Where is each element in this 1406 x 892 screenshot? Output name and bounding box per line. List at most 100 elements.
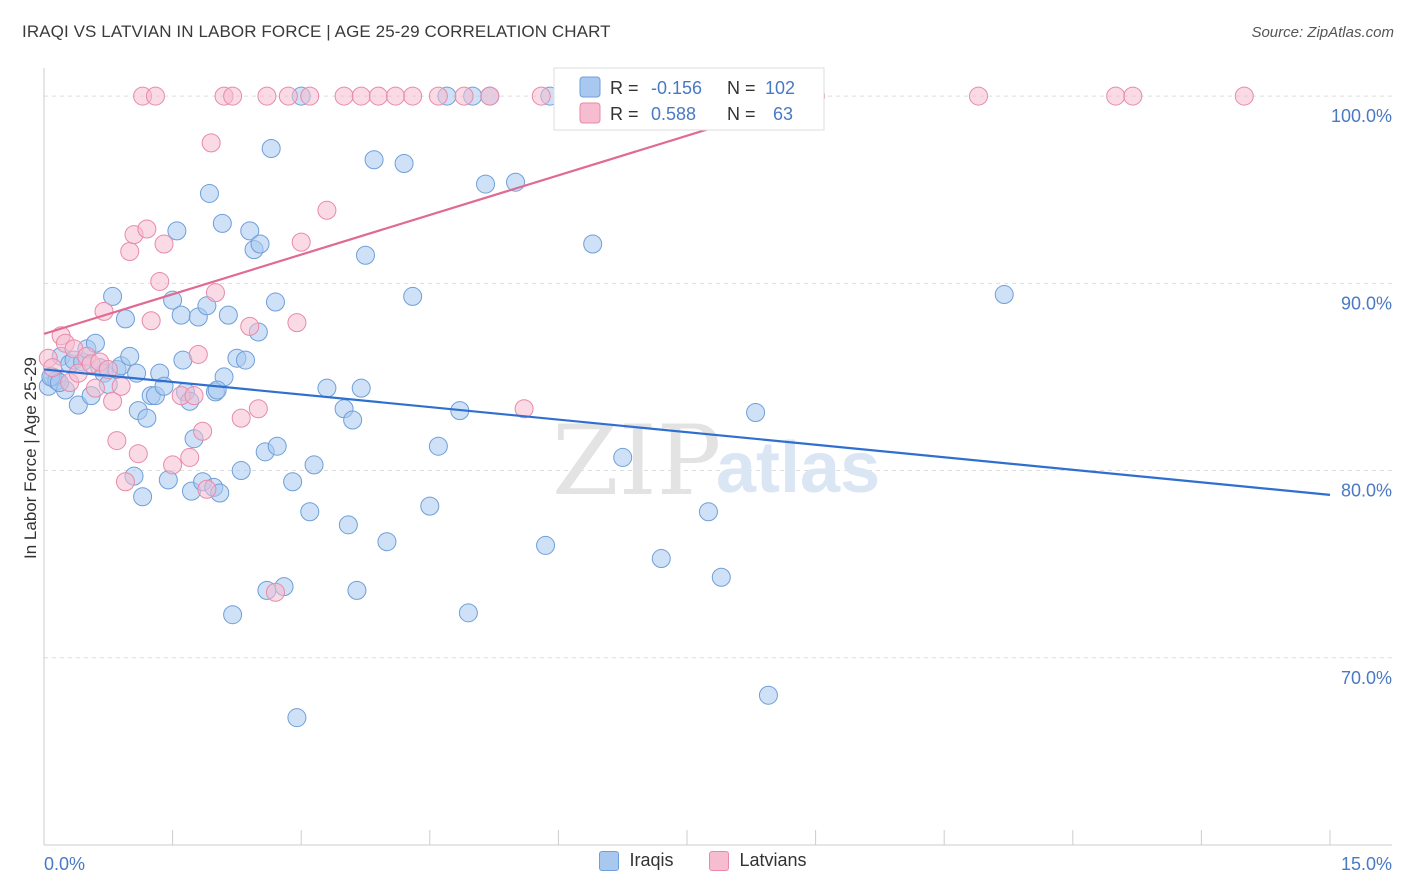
y-tick-label: 80.0%: [1341, 481, 1392, 501]
point-iraqis: [994, 285, 1014, 305]
stats-r-value-iraqis: -0.156: [651, 78, 702, 98]
point-iraqis: [120, 346, 140, 366]
point-latvians: [231, 408, 251, 428]
point-latvians: [120, 241, 140, 261]
point-iraqis: [420, 496, 440, 516]
point-latvians: [334, 86, 354, 106]
point-latvians: [300, 86, 320, 106]
point-latvians: [85, 378, 105, 398]
stats-swatch-latvians: [579, 102, 601, 124]
stats-n-label-latvians: N =: [727, 104, 756, 124]
point-latvians: [1106, 86, 1126, 106]
point-latvians: [386, 86, 406, 106]
stats-r-value-latvians: 0.588: [651, 104, 696, 124]
stats-n-value-latvians: 63: [773, 104, 793, 124]
chart-title: IRAQI VS LATVIAN IN LABOR FORCE | AGE 25…: [22, 22, 611, 41]
point-iraqis: [167, 221, 187, 241]
point-iraqis: [85, 333, 105, 353]
zipatlas-watermark: ZIP atlas: [552, 405, 880, 517]
point-iraqis: [212, 213, 232, 233]
point-iraqis: [758, 685, 778, 705]
point-latvians: [141, 311, 161, 331]
point-iraqis: [711, 567, 731, 587]
point-iraqis: [235, 350, 255, 370]
point-iraqis: [613, 447, 633, 467]
point-latvians: [240, 316, 260, 336]
point-latvians: [265, 582, 285, 602]
point-iraqis: [240, 221, 260, 241]
point-iraqis: [343, 410, 363, 430]
legend-item-iraqis[interactable]: Iraqis: [599, 850, 673, 871]
stats-swatch-iraqis: [579, 76, 601, 98]
stats-n-value-iraqis: 102: [765, 78, 795, 98]
point-latvians: [205, 283, 225, 303]
legend-item-latvians[interactable]: Latvians: [709, 850, 807, 871]
stats-r-label-iraqis: R =: [610, 78, 639, 98]
x-tick-label-min: 0.0%: [44, 854, 85, 874]
y-tick-label: 90.0%: [1341, 293, 1392, 313]
y-tick-label: 100.0%: [1331, 106, 1392, 126]
point-latvians: [180, 447, 200, 467]
point-iraqis: [458, 603, 478, 623]
point-iraqis: [304, 455, 324, 475]
point-latvians: [514, 399, 534, 419]
point-latvians: [193, 421, 213, 441]
point-latvians: [223, 86, 243, 106]
point-iraqis: [115, 309, 135, 329]
point-latvians: [111, 376, 131, 396]
point-latvians: [278, 86, 298, 106]
point-iraqis: [476, 174, 496, 194]
point-latvians: [480, 86, 500, 106]
point-iraqis: [746, 403, 766, 423]
point-latvians: [145, 86, 165, 106]
point-iraqis: [651, 549, 671, 569]
point-latvians: [150, 271, 170, 291]
legend-swatch-latvians: [709, 850, 730, 871]
point-iraqis: [394, 153, 414, 173]
point-iraqis: [287, 708, 307, 728]
point-latvians: [1123, 86, 1143, 106]
point-latvians: [351, 86, 371, 106]
point-iraqis: [223, 605, 243, 625]
point-latvians: [531, 86, 551, 106]
point-latvians: [368, 86, 388, 106]
axes: 70.0% 80.0% 90.0% 100.0% 0.0% 15.0%: [43, 68, 1392, 874]
point-latvians: [291, 232, 311, 252]
point-latvians: [428, 86, 448, 106]
point-latvians: [257, 86, 277, 106]
point-latvians: [163, 455, 183, 475]
point-iraqis: [250, 234, 270, 254]
point-iraqis: [536, 535, 556, 555]
point-iraqis: [347, 580, 367, 600]
x-tick-label-max: 15.0%: [1341, 854, 1392, 874]
point-latvians: [317, 200, 337, 220]
point-latvians: [454, 86, 474, 106]
data-points: [38, 86, 1254, 728]
point-latvians: [154, 234, 174, 254]
y-axis-label: In Labor Force | Age 25-29: [21, 357, 40, 559]
point-iraqis: [364, 150, 384, 170]
point-iraqis: [261, 139, 281, 159]
point-iraqis: [218, 305, 238, 325]
series-latvians: [38, 86, 1254, 602]
stats-r-label-latvians: R =: [610, 104, 639, 124]
point-latvians: [188, 344, 208, 364]
point-latvians: [1234, 86, 1254, 106]
trendline-latvians: [43, 95, 816, 335]
point-iraqis: [428, 436, 448, 456]
trend-lines: [43, 95, 1331, 496]
point-iraqis: [698, 502, 718, 522]
point-iraqis: [317, 378, 337, 398]
point-latvians: [197, 479, 217, 499]
point-iraqis: [583, 234, 603, 254]
point-iraqis: [356, 245, 375, 265]
point-iraqis: [199, 183, 219, 203]
point-iraqis: [133, 487, 153, 507]
point-latvians: [287, 313, 307, 333]
chart-source: Source: ZipAtlas.com: [1251, 24, 1394, 41]
point-latvians: [137, 219, 157, 239]
trendline-iraqis: [43, 368, 1331, 496]
stats-n-label-iraqis: N =: [727, 78, 756, 98]
point-iraqis: [265, 292, 285, 312]
